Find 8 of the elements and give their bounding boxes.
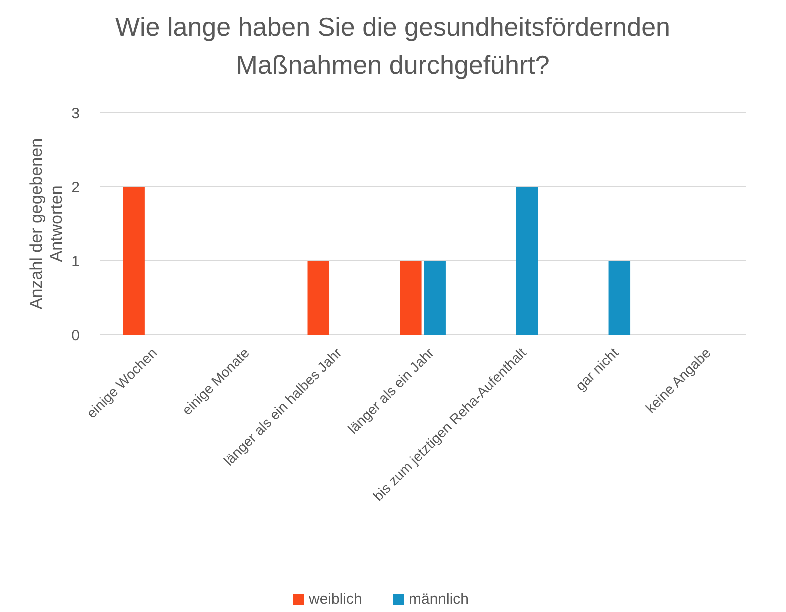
y-tick-label: 2 xyxy=(72,179,80,196)
y-tick-label: 3 xyxy=(72,105,80,122)
y-tick-label: 0 xyxy=(72,327,80,344)
y-tick-label: 1 xyxy=(72,253,80,270)
legend-label: männlich xyxy=(409,591,470,608)
y-axis-title: Anzahl der gegebenen Antworten xyxy=(27,138,66,310)
legend-label: weiblich xyxy=(308,591,362,608)
chart-title: Wie lange haben Sie die gesundheitsfördernden Maßnahmen durchgeführt? xyxy=(115,12,671,80)
